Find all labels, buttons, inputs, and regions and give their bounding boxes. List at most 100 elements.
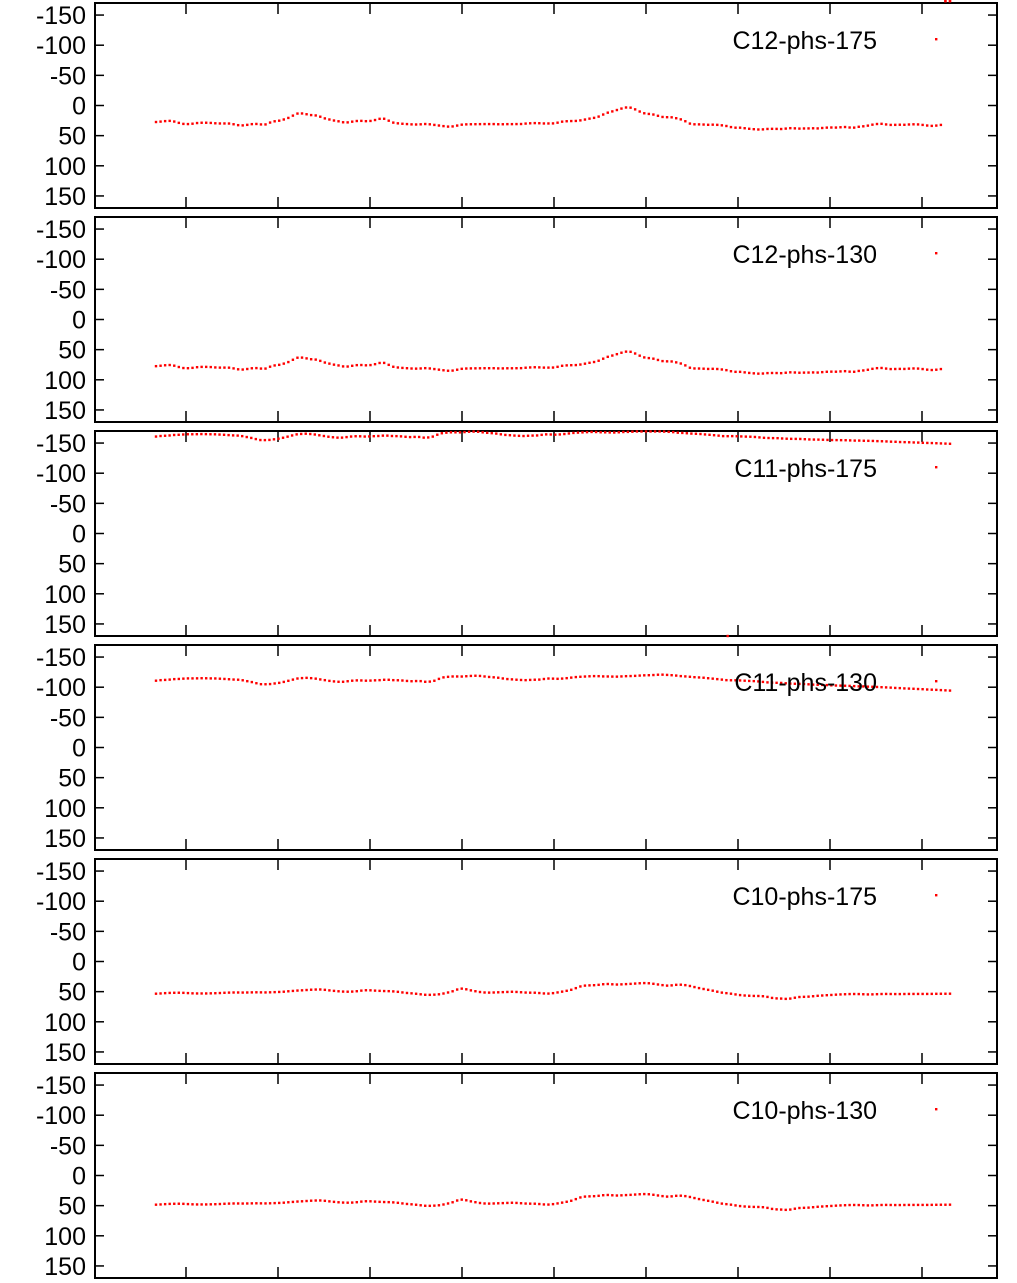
data-point [925, 368, 929, 371]
data-point [222, 433, 226, 436]
data-point [195, 677, 199, 680]
data-point [720, 1202, 724, 1205]
data-point [264, 367, 267, 370]
data-point [387, 119, 390, 122]
data-point [752, 1205, 755, 1209]
data-point [720, 124, 724, 127]
data-point [830, 1204, 833, 1208]
data-point [912, 992, 915, 996]
data-point [469, 1200, 473, 1203]
data-point [761, 995, 765, 998]
data-point [684, 120, 687, 123]
data-point [570, 119, 573, 123]
data-point [852, 992, 856, 996]
data-point [551, 122, 555, 125]
data-point [717, 434, 720, 437]
data-point [706, 1199, 710, 1203]
data-point [907, 367, 911, 370]
data-point [676, 431, 679, 434]
data-point [195, 432, 199, 436]
data-point [579, 985, 582, 988]
data-point [716, 1201, 719, 1204]
data-point [323, 117, 327, 120]
data-point [620, 107, 623, 110]
data-point [581, 431, 584, 434]
y-tick-label: 100 [44, 1009, 86, 1037]
data-point [588, 675, 591, 678]
data-point [606, 355, 609, 359]
data-point [282, 118, 285, 121]
data-point [351, 679, 354, 682]
data-point [209, 365, 212, 369]
data-point [255, 122, 258, 126]
data-point [246, 679, 249, 683]
data-point [912, 441, 915, 444]
data-point [442, 369, 445, 372]
data-point [579, 675, 582, 678]
data-point [349, 435, 353, 438]
data-point [437, 677, 441, 681]
data-point [186, 122, 190, 126]
data-point [236, 678, 240, 681]
data-point [433, 1204, 436, 1207]
y-tick-label: 50 [58, 1193, 86, 1221]
data-point [830, 993, 833, 997]
data-point [647, 112, 651, 116]
data-point [291, 358, 295, 361]
data-point [413, 435, 416, 439]
data-point [825, 994, 828, 997]
data-point [255, 991, 258, 994]
data-series [154, 430, 952, 638]
data-point [661, 359, 664, 363]
data-point [583, 118, 587, 121]
data-point [446, 1202, 450, 1205]
data-point [287, 116, 290, 120]
data-point [857, 685, 860, 688]
data-point [522, 434, 525, 438]
data-point [825, 126, 828, 129]
data-point [930, 368, 933, 372]
data-point [594, 430, 598, 434]
data-point [232, 678, 235, 681]
data-point [661, 673, 664, 676]
data-point [287, 679, 290, 683]
data-point [254, 437, 258, 441]
data-point [168, 434, 171, 437]
data-point [583, 984, 587, 987]
data-point [740, 435, 743, 438]
data-point [652, 113, 655, 116]
data-point [223, 1202, 226, 1205]
data-point [291, 678, 295, 681]
data-point [601, 983, 605, 986]
data-point [200, 992, 203, 995]
data-point [291, 114, 295, 117]
data-point [364, 119, 368, 123]
data-point [424, 680, 427, 683]
data-point [227, 1202, 231, 1205]
data-point [744, 435, 748, 438]
data-point [241, 991, 244, 994]
data-point [465, 988, 468, 991]
data-point [159, 434, 162, 438]
data-point [711, 989, 714, 992]
data-point [460, 1198, 463, 1201]
data-point [364, 364, 368, 367]
data-point [204, 365, 208, 369]
data-point [182, 433, 185, 436]
data-point [323, 988, 327, 992]
data-point [328, 118, 331, 121]
data-point [159, 1203, 162, 1206]
data-point [615, 352, 619, 356]
data-point [889, 686, 892, 689]
data-point [259, 991, 263, 994]
data-point [296, 989, 299, 992]
data-point [615, 1194, 619, 1197]
data-point [340, 436, 344, 439]
data-point [501, 123, 505, 126]
data-point [232, 991, 235, 994]
data-point [346, 121, 349, 124]
data-point [770, 127, 774, 131]
data-point [789, 371, 792, 374]
data-point [665, 360, 669, 363]
